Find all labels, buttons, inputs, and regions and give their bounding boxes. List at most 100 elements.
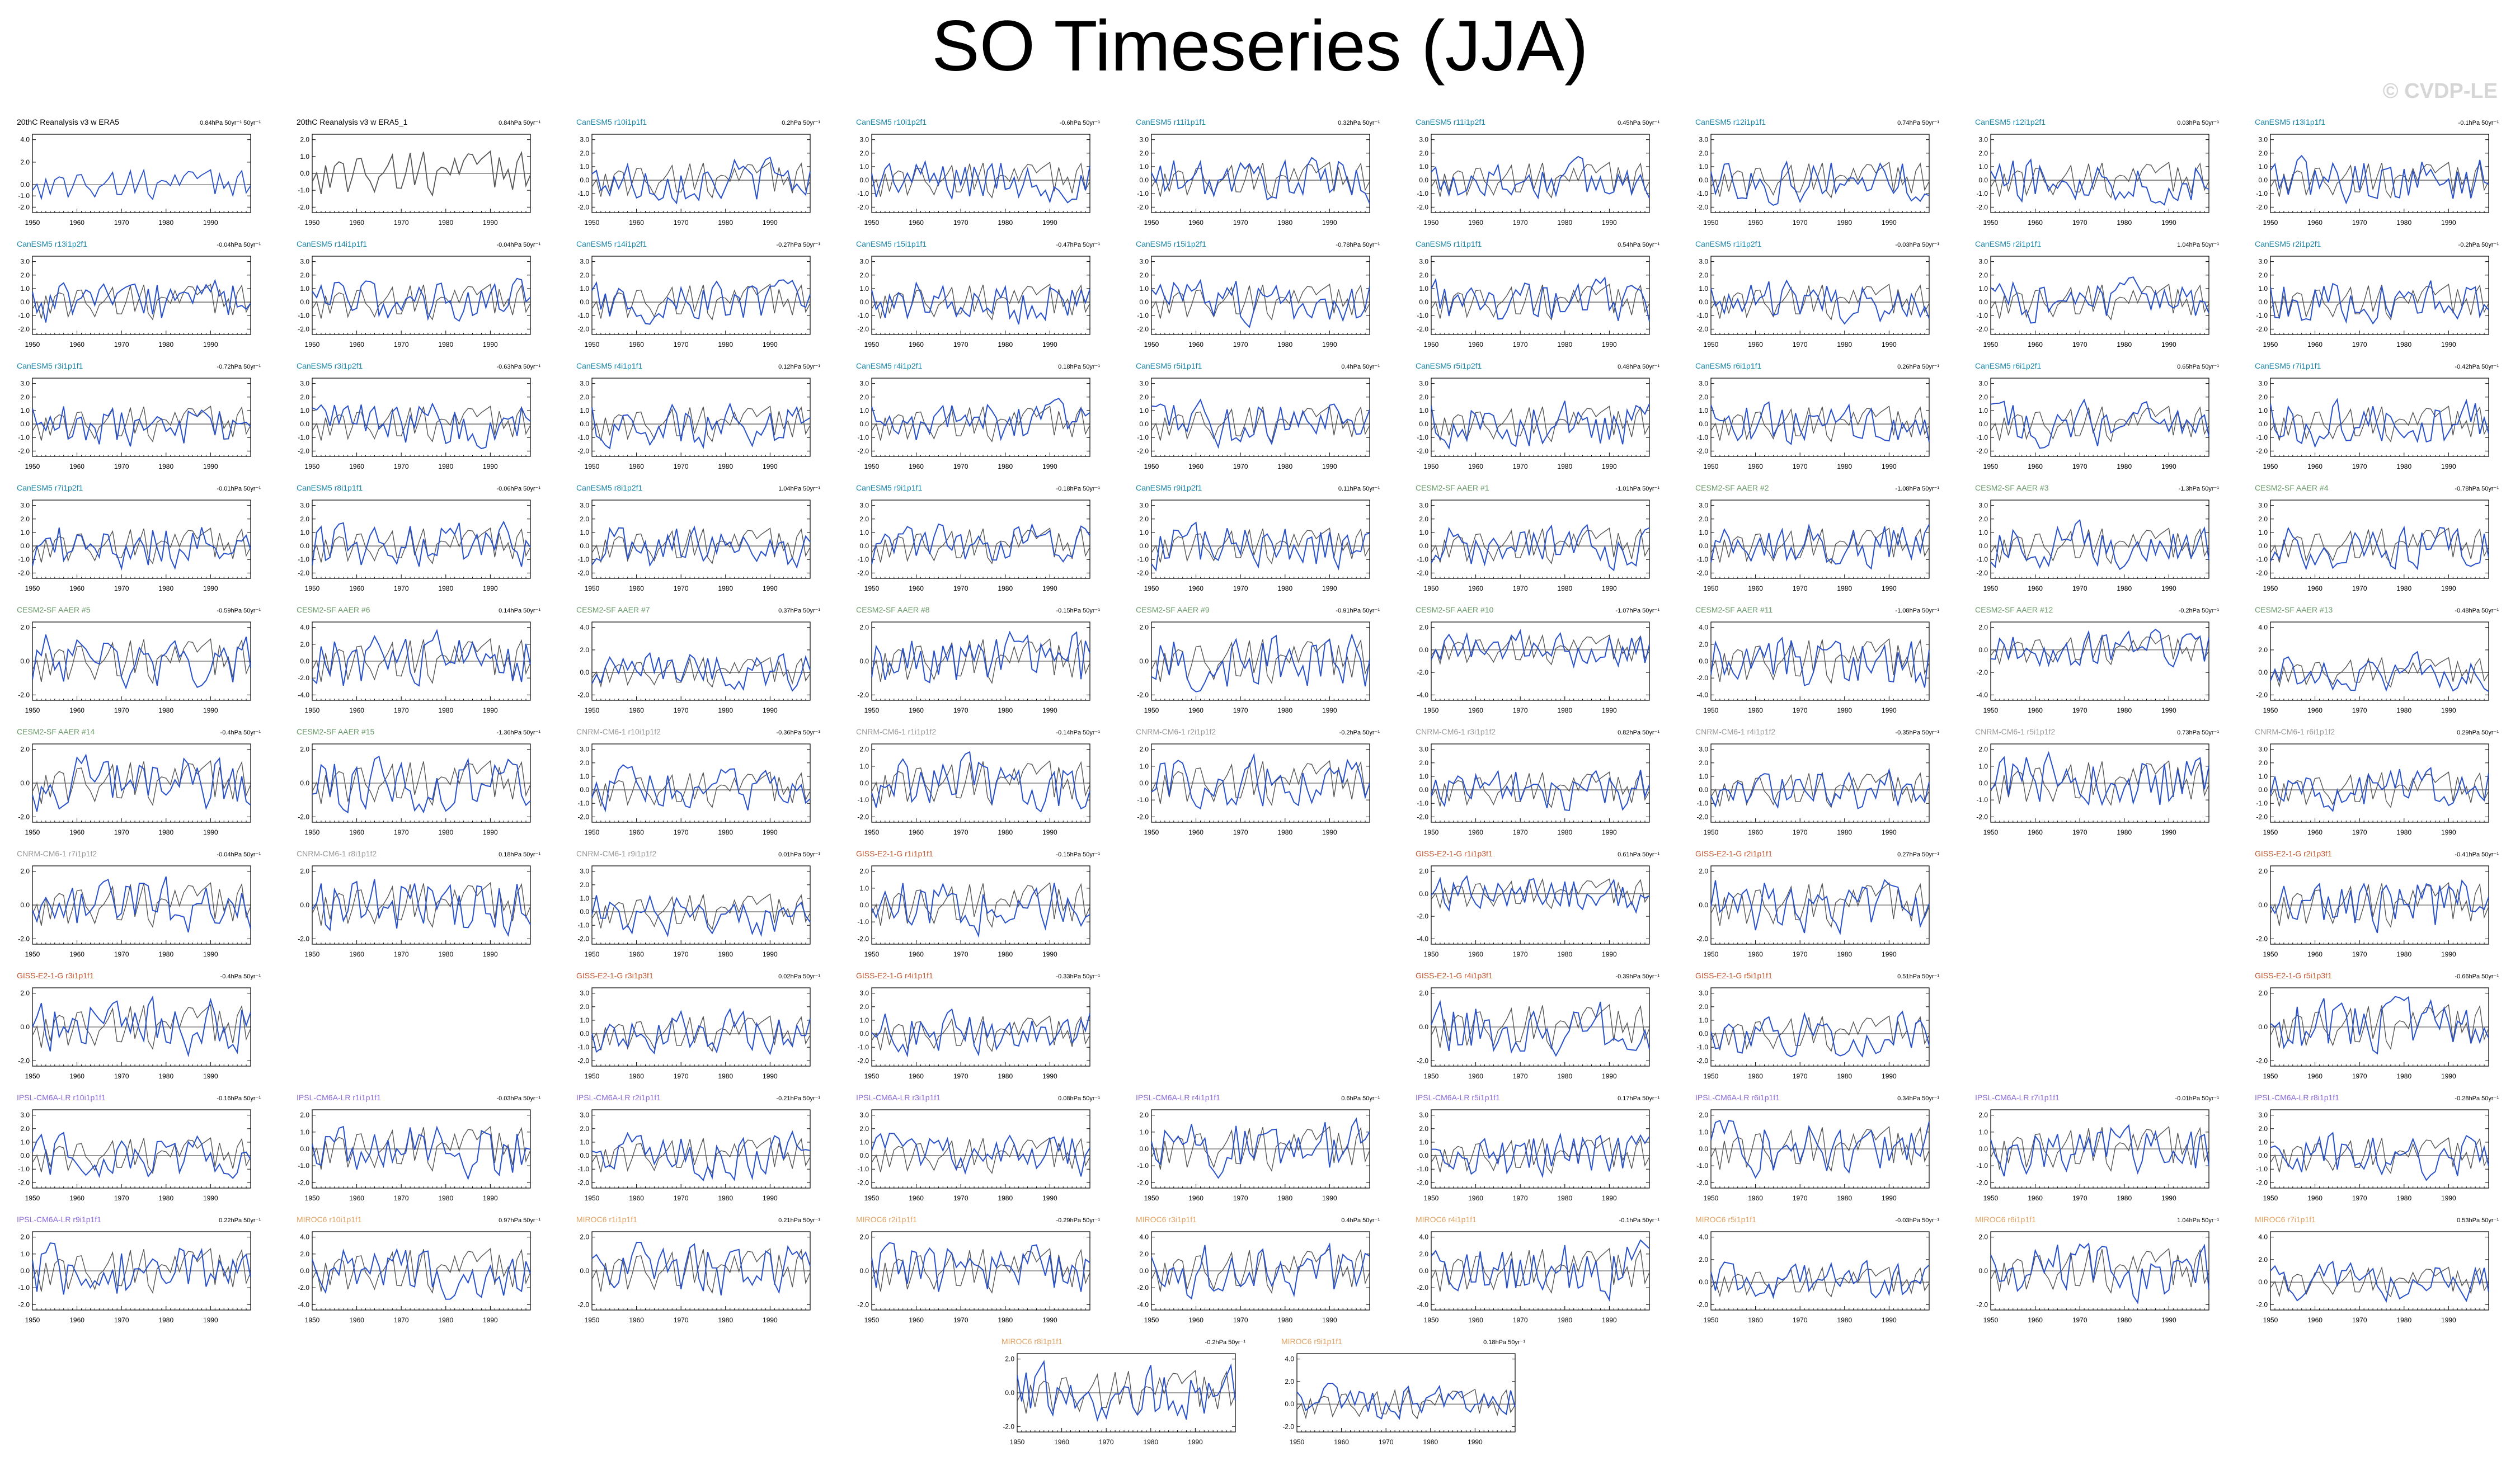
plot-frame: [32, 134, 251, 213]
y-tick-label: 2.0: [1978, 393, 1988, 401]
y-tick-label: 1.0: [20, 285, 30, 293]
panel-trend: 0.12hPa 50yr⁻¹: [778, 364, 820, 370]
timeseries-panel: 20thC Reanalysis v3 w ERA5_1 0.84hPa 50yr…: [290, 117, 540, 229]
model-series-line: [2270, 651, 2489, 692]
panel-name: 20thC Reanalysis v3 w ERA5: [17, 117, 119, 126]
plot-frame: [312, 256, 531, 335]
x-tick-label: 1970: [394, 585, 409, 592]
obs-series-line: [312, 150, 531, 197]
x-tick-label: 1970: [2352, 219, 2367, 227]
timeseries-panel: CESM2-SF AAER #8 -0.15hPa 50yr⁻¹ 2.0 0.0 -2.…: [849, 605, 1100, 717]
panel-plot: 3.0 2.0 1.0 0.0 -1.0 -2.0 1950 1960 1970 1980 1990: [1696, 743, 1930, 836]
panel-trend: -0.1hPa 50yr⁻¹: [2458, 120, 2499, 126]
x-tick-label: 1990: [1602, 950, 1617, 958]
obs-series-line: [32, 527, 251, 564]
x-tick-label: 1980: [718, 950, 733, 958]
y-tick-label: 1.0: [300, 529, 309, 536]
x-tick-label: 1980: [1837, 219, 1852, 227]
model-series-line: [591, 156, 811, 205]
timeseries-panel: GISS-E2-1-G r1i1p1f1 -0.15hPa 50yr⁻¹ 2.0 1.…: [849, 849, 1100, 961]
panel-trend: 0.84hPa 50yr⁻¹ 50yr⁻¹: [200, 120, 261, 126]
plot-frame: [1151, 256, 1370, 335]
panel-name: CESM2-SF AAER #7: [576, 605, 650, 614]
x-tick-label: 1980: [998, 585, 1013, 592]
y-tick-label: -2.0: [577, 935, 589, 943]
x-tick-label: 1950: [585, 585, 600, 592]
model-series-line: [1990, 628, 2209, 668]
y-tick-label: 3.0: [580, 868, 589, 875]
panel-name: CanESM5 r1i1p2f1: [1695, 239, 1762, 248]
y-tick-label: 0.0: [859, 657, 869, 665]
x-tick-label: 1990: [1882, 463, 1897, 470]
plot-frame: [871, 987, 1090, 1067]
y-tick-label: -1.0: [1696, 434, 1708, 441]
model-series-line: [871, 281, 1090, 325]
panel-name: CanESM5 r15i1p1f1: [856, 239, 927, 248]
y-tick-label: -2.0: [857, 569, 869, 577]
x-tick-label: 1960: [1188, 706, 1203, 714]
x-tick-label: 1990: [1042, 950, 1057, 958]
timeseries-panel: CanESM5 r15i1p2f1 -0.78hPa 50yr⁻¹ 3.0 2.0 1.…: [1129, 239, 1380, 351]
panel-trend: 0.54hPa 50yr⁻¹: [1618, 242, 1659, 248]
x-tick-label: 1970: [2072, 585, 2088, 592]
y-tick-label: 4.0: [300, 624, 309, 632]
panel-trend: -0.04hPa 50yr⁻¹: [217, 851, 261, 858]
model-series-line: [1990, 398, 2209, 449]
x-tick-label: 1970: [114, 341, 129, 348]
y-tick-label: -1.0: [1137, 434, 1149, 441]
y-tick-label: -1.0: [1696, 555, 1708, 563]
panel-name: CESM2-SF AAER #10: [1416, 605, 1494, 614]
x-tick-label: 1950: [2263, 341, 2278, 348]
y-tick-label: -1.0: [1976, 796, 1988, 804]
panel-trend: -1.08hPa 50yr⁻¹: [1895, 607, 1939, 614]
plot-frame: [2270, 743, 2489, 823]
timeseries-panel: CanESM5 r7i1p1f1 -0.42hPa 50yr⁻¹ 3.0 2.0 1.0…: [2248, 361, 2499, 473]
plot-frame: [32, 256, 251, 335]
panel-plot: 2.0 0.0 -2.0 1950 1960 1970 1980 1990: [18, 987, 251, 1080]
model-series-line: [32, 753, 251, 812]
y-tick-label: 1.0: [2258, 163, 2268, 171]
panel-plot: 3.0 2.0 1.0 0.0 -1.0 -2.0 1950 1960 1970 1980 1990: [1137, 378, 1370, 470]
x-tick-label: 1950: [305, 585, 320, 592]
timeseries-panel: CanESM5 r10i1p1f1 0.2hPa 50yr⁻¹ 3.0 2.0 1.0 0…: [570, 117, 820, 229]
model-series-line: [1710, 523, 1930, 570]
model-series-line: [312, 629, 531, 687]
y-tick-label: 2.0: [580, 515, 589, 523]
y-tick-label: -2.0: [577, 691, 589, 699]
model-series-line: [1151, 279, 1370, 328]
x-tick-label: 1970: [953, 585, 968, 592]
panel-plot: 3.0 2.0 1.0 0.0 -1.0 -2.0 1950 1960 1970 1980 1990: [2256, 256, 2489, 348]
timeseries-panel: CanESM5 r7i1p2f1 -0.01hPa 50yr⁻¹ 3.0 2.0 1.0…: [10, 483, 261, 595]
panel-trend: -1.36hPa 50yr⁻¹: [496, 729, 540, 736]
y-tick-label: 3.0: [1419, 258, 1428, 266]
x-tick-label: 1950: [1144, 585, 1159, 592]
plot-frame: [591, 865, 811, 945]
x-tick-label: 1970: [2072, 341, 2088, 348]
panel-plot: 2.0 0.0 -2.0 1950 1960 1970 1980 1990: [18, 865, 251, 958]
x-tick-label: 1970: [394, 463, 409, 470]
y-tick-label: -1.0: [18, 434, 30, 441]
x-tick-label: 1960: [629, 950, 644, 958]
panel-name: CESM2-SF AAER #3: [1975, 483, 2049, 492]
panel-trend: 1.04hPa 50yr⁻¹: [2177, 242, 2219, 248]
panel-trend: 0.14hPa 50yr⁻¹: [499, 607, 540, 614]
panel-trend: 0.32hPa 50yr⁻¹: [1338, 120, 1380, 126]
x-tick-label: 1990: [2441, 828, 2456, 836]
x-tick-label: 1960: [1468, 341, 1483, 348]
model-series-line: [1710, 160, 1930, 206]
plot-frame: [2270, 256, 2489, 335]
plot-frame: [871, 134, 1090, 213]
x-tick-label: 1950: [2263, 585, 2278, 592]
y-tick-label: 2.0: [1139, 515, 1149, 523]
plot-frame: [1710, 256, 1930, 335]
panel-name: GISS-E2-1-G r3i1p1f1: [17, 971, 94, 980]
x-tick-label: 1950: [585, 1072, 600, 1080]
y-tick-label: 2.0: [1699, 149, 1708, 157]
panel-trend: 1.04hPa 50yr⁻¹: [778, 486, 820, 492]
y-tick-label: -2.0: [18, 1057, 30, 1064]
panel-name: GISS-E2-1-G r2i1p1f1: [1695, 849, 1773, 858]
x-tick-label: 1970: [114, 1072, 129, 1080]
timeseries-panel: CanESM5 r11i1p2f1 0.45hPa 50yr⁻¹ 3.0 2.0 1.0…: [1409, 117, 1659, 229]
x-tick-label: 1970: [1793, 341, 1808, 348]
y-tick-label: 2.0: [300, 746, 309, 753]
